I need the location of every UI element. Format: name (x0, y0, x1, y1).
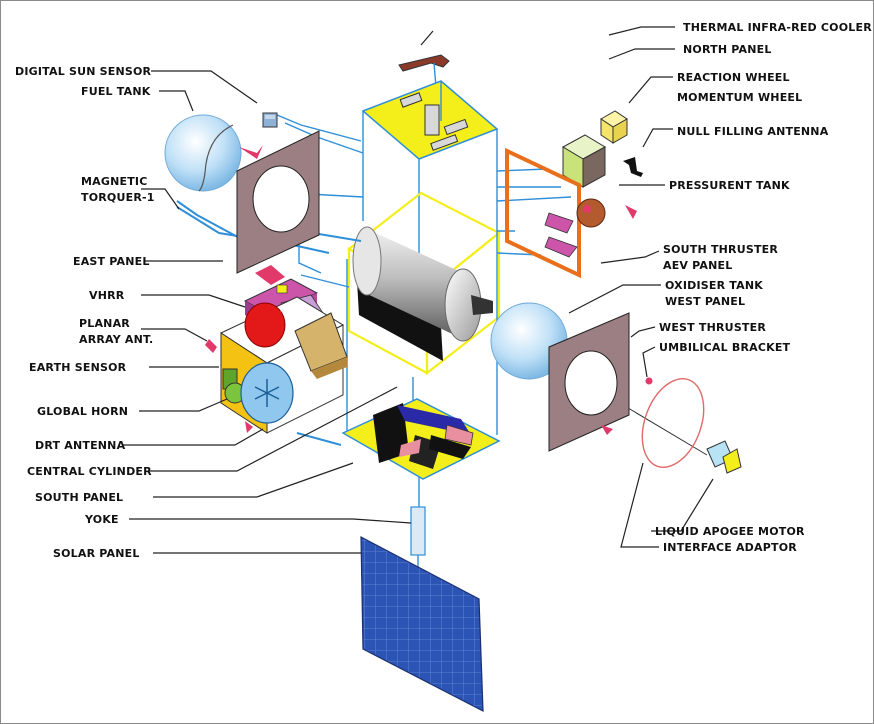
interface-adaptor-graphic (641, 378, 705, 468)
label-earth-sensor: EARTH SENSOR (29, 361, 127, 374)
label-array-ant: ARRAY ANT. (79, 333, 153, 346)
yoke-graphic (410, 506, 426, 571)
label-drt-antenna: DRT ANTENNA (35, 439, 126, 452)
leader-lines (123, 26, 714, 554)
west-panel-graphic (548, 312, 653, 452)
null-filling-antenna-graphic (623, 157, 643, 177)
label-planar: PLANAR (79, 317, 130, 330)
label-oxidiser-tank: OXIDISER TANK (665, 279, 763, 292)
reaction-wheel-graphic (600, 110, 628, 144)
label-digital-sun-sensor: DIGITAL SUN SENSOR (15, 65, 152, 78)
label-west-thruster: WEST THRUSTER (659, 321, 766, 334)
fuel-tank-graphic (164, 114, 263, 192)
momentum-wheel-graphic (561, 134, 607, 188)
north-panel-graphic (361, 80, 499, 256)
south-panel-graphic (341, 398, 501, 480)
solar-panel-graphic (360, 535, 484, 713)
label-momentum-wheel: MOMENTUM WHEEL (677, 91, 802, 104)
digital-sun-sensor-graphic (262, 112, 278, 128)
label-magnetic: MAGNETIC (81, 175, 147, 188)
east-panel-graphic (236, 130, 320, 274)
label-north-panel: NORTH PANEL (683, 43, 772, 56)
label-aev-panel: AEV PANEL (663, 259, 732, 272)
label-vhrr: VHRR (89, 289, 125, 302)
label-solar-panel: SOLAR PANEL (53, 547, 140, 560)
aev-panel-graphic (505, 147, 637, 279)
label-thermal-cooler: THERMAL INFRA-RED COOLER (683, 21, 872, 34)
label-torquer: TORQUER-1 (81, 191, 155, 204)
label-global-horn: GLOBAL HORN (37, 405, 128, 418)
label-west-panel: WEST PANEL (665, 295, 745, 308)
label-east-panel: EAST PANEL (73, 255, 150, 268)
label-null-filling-antenna: NULL FILLING ANTENNA (677, 125, 829, 138)
drt-antenna-graphic (205, 339, 294, 433)
label-reaction-wheel: REACTION WHEEL (677, 71, 790, 84)
central-cylinder-graphic (352, 226, 493, 361)
label-south-thruster: SOUTH THRUSTER (663, 243, 778, 256)
label-yoke: YOKE (84, 513, 119, 526)
label-south-panel: SOUTH PANEL (35, 491, 123, 504)
label-liquid-apogee-motor: LIQUID APOGEE MOTOR (655, 525, 805, 538)
liquid-apogee-motor-graphic (706, 440, 742, 474)
label-pressurant-tank: PRESSURENT TANK (669, 179, 790, 192)
label-interface-adaptor: INTERFACE ADAPTOR (663, 541, 797, 554)
label-central-cylinder: CENTRAL CYLINDER (27, 465, 152, 478)
label-fuel-tank: FUEL TANK (81, 85, 151, 98)
label-umbilical-bracket: UMBILICAL BRACKET (659, 341, 791, 354)
